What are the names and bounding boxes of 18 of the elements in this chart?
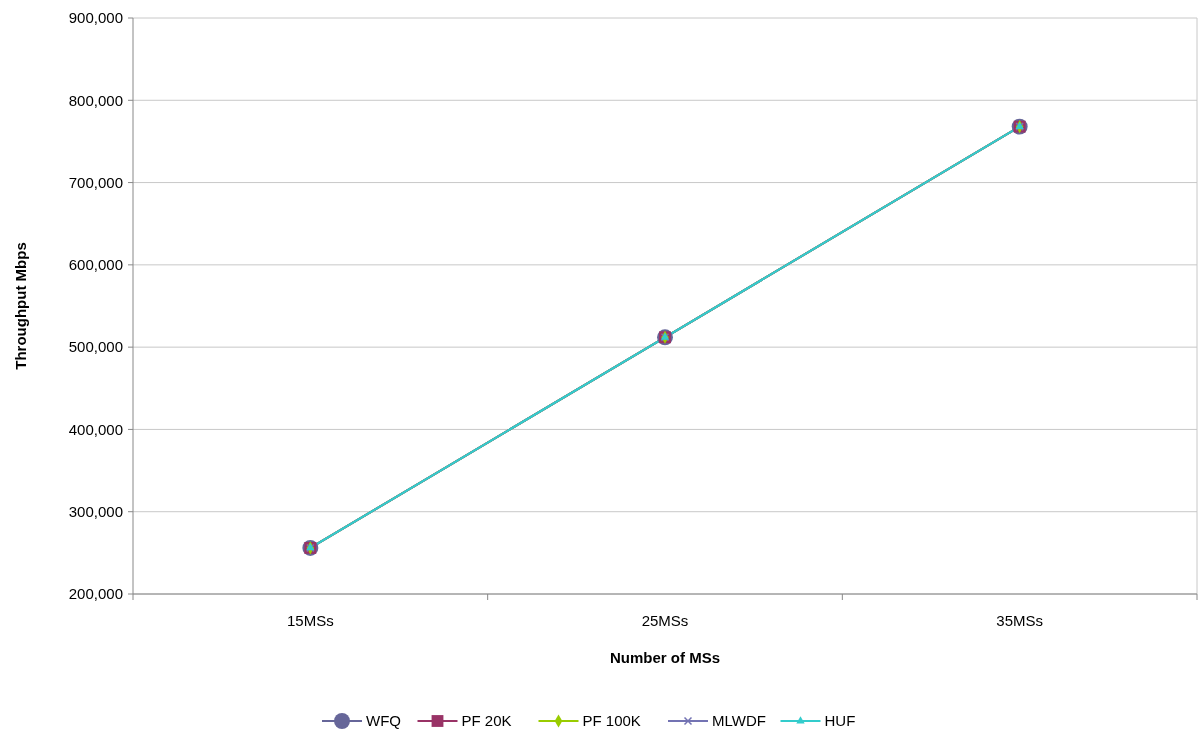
legend-label: PF 20K (461, 712, 512, 730)
legend-label: HUF (824, 712, 856, 730)
y-tick-label: 300,000 (68, 502, 123, 520)
y-tick-label: 900,000 (68, 9, 123, 27)
x-tick-label: 25MSs (641, 612, 689, 629)
x-axis-title: Number of MSs (609, 649, 721, 666)
y-tick-label: 700,000 (68, 173, 123, 191)
legend-label: PF 100K (582, 712, 641, 730)
x-tick-label: 15MSs (286, 612, 334, 629)
y-tick-label: 600,000 (68, 256, 123, 274)
y-tick-label: 200,000 (68, 585, 123, 603)
legend-label: WFQ (366, 712, 401, 730)
x-tick-label: 35MSs (996, 612, 1044, 629)
y-tick-label: 400,000 (68, 420, 123, 438)
legend-label: MLWDF (712, 712, 766, 730)
y-tick-label: 500,000 (68, 338, 123, 356)
y-axis-title: Throughput Mbps (12, 242, 29, 370)
y-tick-label: 800,000 (68, 91, 123, 109)
